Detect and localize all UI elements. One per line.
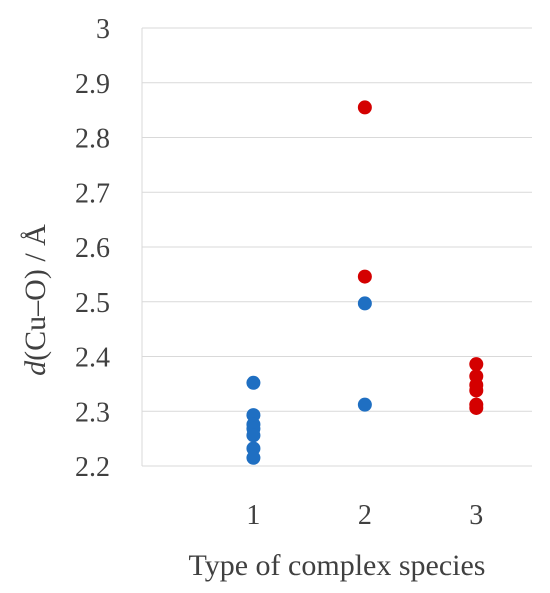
data-point-red: [469, 383, 484, 398]
y-axis-title-rest: (Cu–O) / Å: [19, 224, 52, 361]
x-axis-tick-labels: 1 2 3: [246, 500, 483, 531]
data-point-red: [357, 100, 372, 115]
y-axis-title: d(Cu–O) / Å: [19, 224, 52, 376]
y-axis-title-italic: d: [19, 360, 52, 376]
x-tick-label: 2: [358, 500, 372, 531]
data-point-red: [469, 357, 484, 372]
y-tick-label: 2.7: [75, 178, 110, 209]
y-tick-label: 2.9: [75, 69, 110, 100]
data-point-blue: [246, 450, 261, 465]
x-axis-title: Type of complex species: [189, 549, 486, 582]
data-point-red: [357, 269, 372, 284]
y-tick-label: 2.8: [75, 124, 110, 155]
x-tick-label: 1: [246, 500, 260, 531]
data-point-blue: [357, 296, 372, 311]
data-point-blue: [357, 397, 372, 412]
y-tick-label: 2.6: [75, 233, 110, 264]
data-point-blue: [246, 375, 261, 390]
y-axis-tick-labels: 2.2 2.3 2.4 2.5 2.6 2.7 2.8 2.9 3: [75, 14, 110, 483]
data-points: [246, 100, 484, 465]
grid-lines: [141, 27, 532, 467]
x-tick-label: 3: [469, 500, 483, 531]
y-tick-label: 2.4: [75, 343, 110, 374]
y-tick-label: 3: [96, 14, 110, 45]
y-tick-label: 2.5: [75, 288, 110, 319]
data-point-red: [469, 400, 484, 415]
data-point-blue: [246, 428, 261, 443]
y-tick-label: 2.3: [75, 397, 110, 428]
y-tick-label: 2.2: [75, 452, 110, 483]
